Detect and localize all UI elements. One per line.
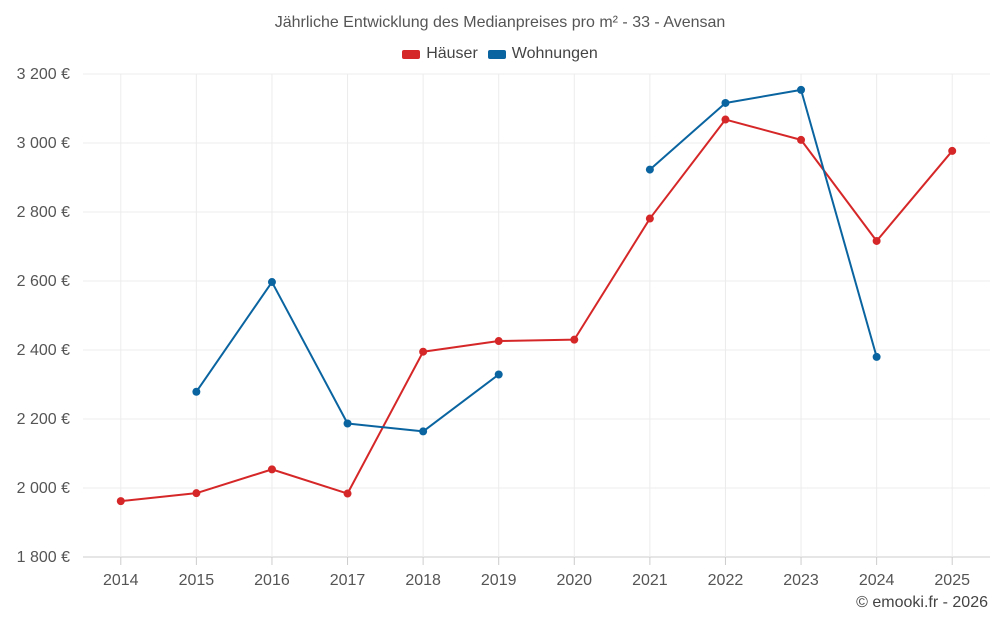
data-point-haeuser[interactable]	[116, 497, 125, 506]
x-tick-label: 2022	[708, 572, 744, 589]
data-point-wohnungen[interactable]	[267, 278, 276, 287]
data-point-haeuser[interactable]	[721, 115, 730, 124]
y-tick-label: 2 200 €	[17, 411, 70, 428]
series-wohnungen	[192, 85, 881, 436]
legend-item-haeuser[interactable]: Häuser	[402, 45, 478, 63]
data-point-wohnungen[interactable]	[721, 98, 730, 107]
data-point-wohnungen[interactable]	[797, 85, 806, 94]
x-tick-label: 2018	[405, 572, 441, 589]
data-point-wohnungen[interactable]	[872, 352, 881, 361]
x-tick-label: 2024	[859, 572, 895, 589]
data-point-haeuser[interactable]	[645, 214, 654, 223]
data-point-haeuser[interactable]	[419, 347, 428, 356]
y-tick-label: 3 000 €	[17, 135, 70, 152]
grid-layer	[83, 73, 990, 558]
series-line-haeuser	[119, 118, 954, 503]
data-point-haeuser[interactable]	[494, 337, 503, 346]
x-tick-label: 2021	[632, 572, 668, 589]
data-point-haeuser[interactable]	[343, 489, 352, 498]
chart-title: Jährliche Entwicklung des Medianpreises …	[274, 14, 726, 31]
legend-swatch-wohnungen	[487, 49, 506, 59]
y-tick-label: 2 600 €	[17, 273, 70, 290]
x-tick-label: 2016	[254, 572, 290, 589]
y-tick-label: 2 400 €	[17, 342, 70, 359]
y-tick-label: 2 800 €	[17, 204, 70, 221]
legend-swatch-haeuser	[402, 49, 421, 59]
data-point-wohnungen[interactable]	[645, 165, 654, 174]
data-point-wohnungen[interactable]	[494, 370, 503, 379]
y-tick-label: 3 200 €	[17, 66, 70, 83]
data-point-haeuser[interactable]	[797, 135, 806, 144]
data-point-haeuser[interactable]	[570, 335, 579, 344]
x-tick-label: 2014	[103, 572, 139, 589]
series-layer	[116, 85, 957, 506]
legend: Häuser Wohnungen	[0, 45, 1000, 63]
legend-item-wohnungen[interactable]: Wohnungen	[487, 45, 598, 63]
data-point-wohnungen[interactable]	[343, 419, 352, 428]
data-point-haeuser[interactable]	[948, 146, 957, 155]
copyright-credit: © emooki.fr - 2026	[856, 594, 988, 611]
x-tick-label: 2020	[556, 572, 592, 589]
x-tick-label: 2019	[481, 572, 517, 589]
y-tick-label: 2 000 €	[17, 480, 70, 497]
x-tick-label: 2015	[179, 572, 215, 589]
legend-label-wohnungen: Wohnungen	[511, 45, 598, 62]
series-haeuser	[116, 115, 957, 506]
data-point-haeuser[interactable]	[192, 489, 201, 498]
x-tick-label: 2017	[330, 572, 366, 589]
series-line-wohnungen	[648, 88, 878, 358]
y-tick-label: 1 800 €	[17, 549, 70, 566]
x-tick-label: 2023	[783, 572, 819, 589]
data-point-wohnungen[interactable]	[192, 387, 201, 396]
data-point-haeuser[interactable]	[267, 465, 276, 474]
legend-label-haeuser: Häuser	[426, 45, 478, 62]
data-point-wohnungen[interactable]	[419, 427, 428, 436]
axis-layer: 1 800 € 2 000 € 2 200 € 2 400 € 2 600 € 2 800…	[17, 66, 970, 589]
x-tick-label: 2025	[934, 572, 970, 589]
data-point-haeuser[interactable]	[872, 236, 881, 245]
